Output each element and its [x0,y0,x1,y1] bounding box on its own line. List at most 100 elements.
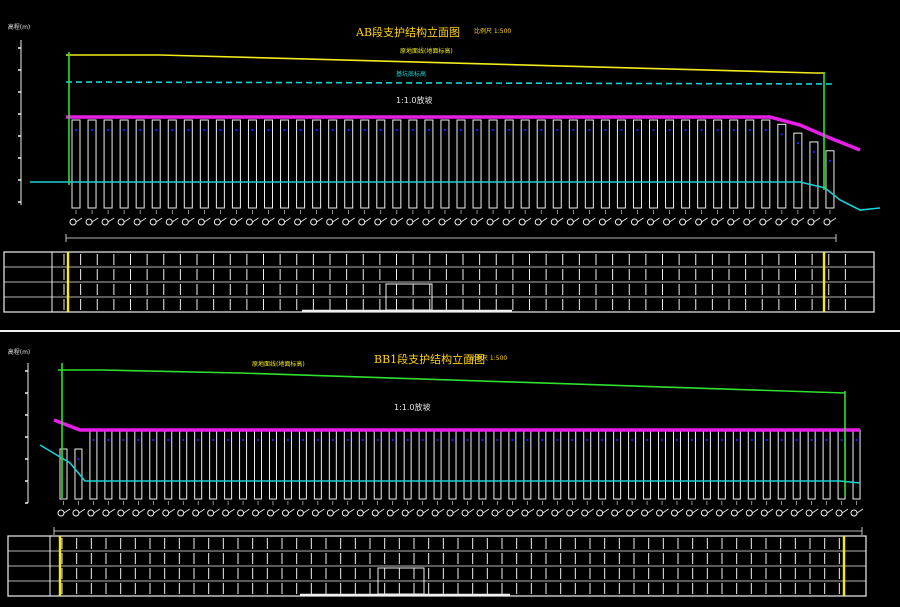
pile-marker-circle [791,218,799,226]
pile [761,119,771,209]
pile [87,119,97,209]
pile-marker-circle [581,509,589,517]
pile-marker-circle [598,218,606,226]
elevation-axis-label: 高程(m) [7,349,31,356]
pile-marker-circle [278,218,286,226]
pile [135,119,145,209]
pile-anchor-dot [616,438,619,442]
pile-marker-leader [204,217,211,223]
pile-marker-leader [108,508,116,514]
pile-marker-circle [454,218,462,226]
pile [280,119,290,209]
pile-marker-leader [123,217,131,223]
pile-marker-leader [428,217,436,223]
pile-marker-circle [341,509,349,517]
pile-anchor-dot [796,142,799,145]
pile-marker-circle [192,509,200,517]
capping-beam [66,115,861,152]
pile-marker-circle [431,509,439,517]
pile-anchor-dot [556,438,559,442]
pile-marker-circle [476,509,484,517]
ground-line [58,369,846,394]
panel-title: BB1段支护结构立面图 [374,353,486,366]
pile-marker-leader [168,508,175,514]
pile-marker-leader [75,217,83,223]
pile-anchor-dot [540,128,543,132]
pile-marker-leader [91,217,99,223]
pile-anchor-dot [660,438,664,442]
pile-marker-leader [364,217,371,223]
pile-marker-circle [252,509,260,517]
pile-anchor-dot [825,438,828,442]
pile [488,119,498,209]
pile-anchor-dot [475,128,479,132]
pile [247,119,257,209]
pile-marker-leader [78,508,86,514]
pile-anchor-dot [684,128,687,132]
pile-marker-circle [695,218,703,226]
pile-marker-leader [856,508,864,514]
pile [312,119,322,209]
pile-marker-circle [386,509,394,517]
pile-marker-leader [737,508,744,514]
pile-marker-circle [162,509,170,517]
pile-marker-leader [363,508,370,514]
pile-marker-circle [502,218,510,226]
pile-anchor-dot [212,438,215,442]
water-level-line [39,444,861,484]
pile-anchor-dot [812,150,816,154]
pile-anchor-dot [187,128,190,132]
pile-anchor-dot [139,128,142,132]
pile [71,119,81,209]
pile-marker-circle [850,509,858,517]
pile [777,123,787,209]
pile-marker-leader [701,217,708,223]
pile-marker-leader [348,217,355,223]
pile-marker-leader [796,508,804,514]
pile-marker-circle [630,218,638,226]
pile-anchor-dot [451,438,454,442]
pile [392,119,402,209]
pile-marker-circle [582,218,590,226]
pile-marker-circle [117,509,125,517]
pile-marker-leader [589,217,596,223]
elevation-axis-label: 高程(m) [7,24,31,31]
pile-marker-circle [656,509,664,517]
pile-anchor-dot [376,438,379,442]
pile-marker-leader [605,217,612,223]
pile-marker-leader [717,217,724,223]
pile-anchor-dot [167,438,170,442]
pile-marker-circle [87,509,95,517]
pile-anchor-dot [411,128,414,132]
pile-marker-circle [213,218,221,226]
pile-marker-circle [390,218,398,226]
pile-marker-leader [662,508,669,514]
pile-marker-leader [722,508,729,514]
pile-marker-leader [139,217,147,223]
pile-marker-leader [284,217,291,223]
pile-marker-circle [101,218,109,226]
pile-marker-leader [826,508,834,514]
pile-anchor-dot [571,438,574,442]
pile-anchor-dot [77,457,80,461]
pile-marker-circle [310,218,318,226]
pile-anchor-dot [840,438,843,442]
pile [440,119,450,209]
pile-anchor-dot [436,438,439,442]
pile-anchor-dot [235,128,238,132]
pile-marker-circle [685,509,693,517]
pile-marker-circle [491,509,499,517]
pile-marker-leader [492,217,500,223]
pile [568,119,578,209]
pile-anchor-dot [810,438,813,442]
pile-anchor-dot [315,128,318,132]
pile-anchor-dot [271,438,275,442]
pile-marker-circle [727,218,735,226]
pile-marker-circle [626,509,634,517]
pile-marker-leader [669,217,676,223]
pile-anchor-dot [107,438,110,442]
pile-anchor-dot [735,438,738,442]
pile-marker-circle [266,509,274,517]
pile-marker-circle [759,218,767,226]
pile [167,119,177,209]
